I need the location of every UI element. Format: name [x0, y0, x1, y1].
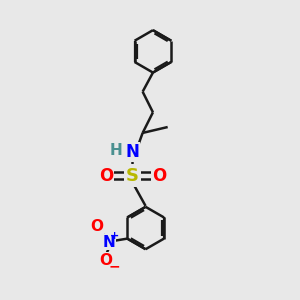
Text: N: N [103, 235, 115, 250]
Text: N: N [125, 143, 139, 161]
Text: O: O [90, 219, 103, 234]
Text: O: O [152, 167, 166, 184]
Text: −: − [109, 259, 120, 273]
Text: +: + [110, 231, 119, 241]
Text: O: O [99, 167, 113, 184]
Text: H: H [110, 143, 122, 158]
Text: S: S [126, 167, 139, 184]
Text: O: O [100, 253, 112, 268]
